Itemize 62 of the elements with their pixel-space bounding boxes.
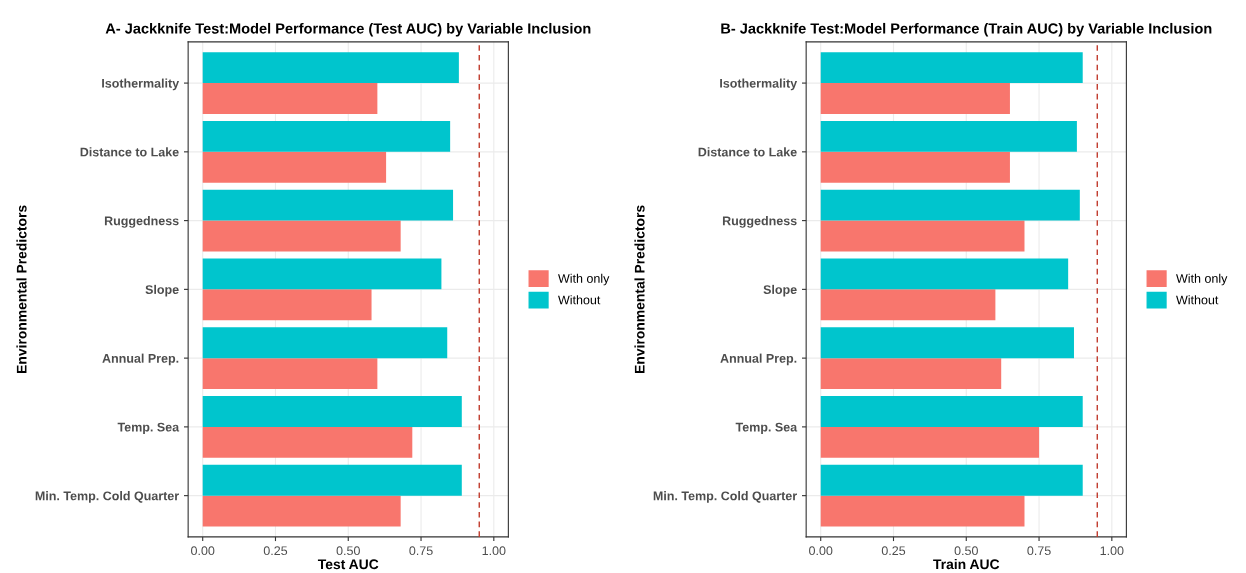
x-axis-title: Test AUC	[317, 559, 379, 570]
y-tick-label: Slope	[145, 284, 179, 297]
y-tick-label: Isothermality	[102, 78, 180, 91]
x-tick-label: 0.00	[809, 546, 833, 556]
bar	[202, 189, 454, 221]
y-tick-label: Min. Temp. Cold Quarter	[35, 491, 179, 503]
y-tick-label: Min. Temp. Cold Quarter	[653, 491, 797, 503]
y-tick-label: Temp. Sea	[735, 422, 798, 435]
bar	[202, 120, 451, 152]
bar	[202, 289, 372, 321]
bar	[202, 426, 413, 458]
bar	[202, 220, 401, 252]
bar	[820, 220, 1025, 252]
bar	[820, 395, 1083, 427]
y-tick-label: Distance to Lake	[80, 147, 179, 157]
y-tick-label: Temp. Sea	[117, 422, 180, 435]
chart-title: A- Jackknife Test:Model Performance (Test AUC) by Variable Inclusion	[105, 22, 591, 37]
bar	[202, 495, 401, 527]
bar	[820, 464, 1083, 496]
y-axis-title: Environmental Predictors	[16, 205, 27, 373]
bar	[820, 358, 1002, 390]
y-tick-label: Annual Prep.	[720, 353, 797, 366]
bar	[820, 426, 1040, 458]
y-tick-label: Isothermality	[720, 78, 798, 91]
chart-title: B- Jackknife Test:Model Performance (Train AUC) by Variable Inclusion	[721, 22, 1212, 37]
bar	[820, 327, 1074, 359]
bar	[202, 52, 459, 84]
bar	[202, 258, 442, 290]
x-axis-title: Train AUC	[933, 558, 1000, 570]
bar	[202, 327, 448, 359]
y-tick-label: Distance to Lake	[698, 147, 797, 157]
bar	[820, 83, 1010, 115]
legend-label: With only	[1176, 273, 1228, 286]
bar	[202, 395, 462, 427]
x-tick-label: 0.75	[1027, 546, 1051, 556]
x-tick-label: 0.50	[954, 546, 978, 556]
bar	[820, 189, 1080, 221]
x-tick-label: 0.75	[409, 546, 433, 556]
x-tick-label: 0.50	[336, 546, 360, 556]
bar	[820, 495, 1025, 527]
legend-label: Without	[558, 295, 601, 305]
bar	[820, 258, 1069, 290]
bar	[820, 52, 1083, 84]
bar	[202, 83, 378, 115]
y-tick-label: Annual Prep.	[102, 353, 179, 366]
y-tick-label: Ruggedness	[104, 216, 179, 228]
bar	[202, 358, 378, 390]
x-tick-label: 0.00	[191, 546, 215, 556]
y-axis-title: Environmental Predictors	[634, 205, 645, 373]
legend-label: With only	[558, 273, 610, 286]
y-tick-label: Slope	[763, 284, 797, 297]
x-tick-label: 1.00	[482, 546, 506, 556]
x-tick-label: 1.00	[1100, 546, 1124, 556]
bar	[202, 464, 462, 496]
x-tick-label: 0.25	[263, 546, 288, 556]
bar	[820, 120, 1077, 152]
bar	[820, 289, 996, 321]
bar	[820, 151, 1010, 183]
bar	[202, 151, 387, 183]
x-tick-label: 0.25	[881, 546, 906, 556]
y-tick-label: Ruggedness	[722, 216, 797, 228]
legend-label: Without	[1176, 295, 1219, 305]
